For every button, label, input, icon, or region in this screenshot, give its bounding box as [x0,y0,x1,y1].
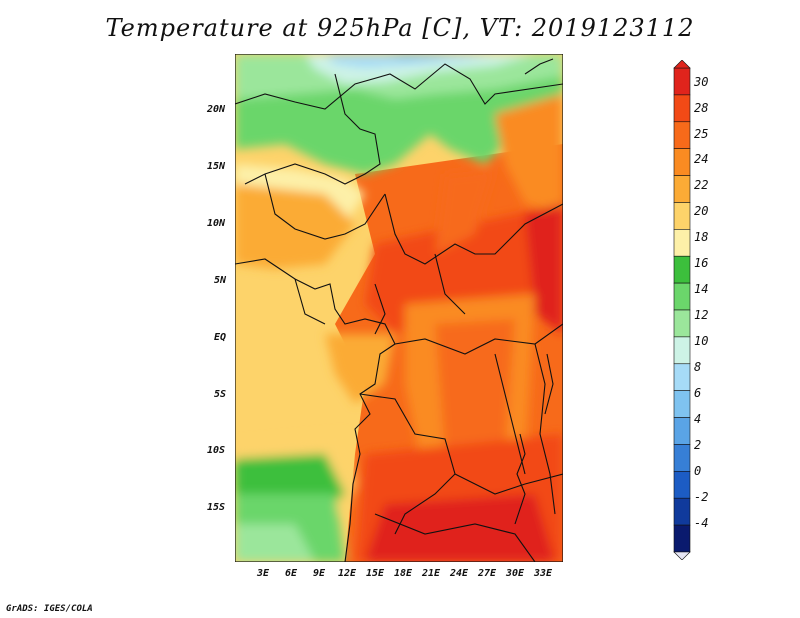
lat-label: 10N [207,218,226,229]
colorbar-label: 12 [694,308,709,322]
lat-label: 15N [207,161,226,172]
colorbar-label: -2 [694,490,709,504]
colorbar-label: -4 [694,516,709,530]
lon-label: 3E [257,568,270,579]
colorbar-swatch [673,121,691,149]
colorbar-swatch [673,255,691,284]
lon-label: 33E [534,568,553,579]
colorbar-label: 30 [694,75,709,89]
lat-label: 10S [207,445,226,456]
colorbar-label: 22 [694,178,709,192]
lat-label: EQ [214,332,227,343]
map-title: Temperature at 925hPa [C], VT: 201912311… [105,14,695,42]
colorbar-label: 10 [694,334,709,348]
lat-label: 5S [214,389,227,400]
lat-label: 15S [207,502,226,513]
colorbar-swatch [673,336,691,365]
colorbar-swatch [673,282,691,311]
colorbar-label: 4 [694,412,702,426]
colorbar-label: 24 [694,152,709,166]
colorbar-label: 6 [694,386,702,400]
colorbar-swatch [673,229,691,257]
colorbar-swatch [673,524,691,553]
lon-label: 6E [285,568,298,579]
lat-label: 20N [207,104,226,115]
colorbar-label: 20 [694,204,709,218]
temperature-map [235,54,563,562]
colorbar-swatch [673,390,691,418]
colorbar-min-arrow [673,551,691,560]
colorbar-swatch [673,417,691,445]
colorbar-swatch [673,363,691,391]
colorbar-swatch [673,444,691,472]
lon-label: 15E [366,568,385,579]
colorbar-label: 16 [694,256,709,270]
colorbar-swatch [673,309,691,338]
colorbar-swatch [673,175,691,203]
lon-label: 30E [506,568,525,579]
colorbar-max-arrow [673,60,691,69]
colorbar-label: 8 [694,360,702,374]
lat-label: 5N [214,275,227,286]
colorbar-label: 18 [694,230,709,244]
colorbar-label: 28 [694,101,709,115]
lon-label: 24E [450,568,469,579]
country-borders [235,58,563,562]
lon-label: 18E [394,568,413,579]
colorbar-label: 0 [694,464,702,478]
lon-label: 12E [338,568,357,579]
credit-text: GrADS: IGES/COLA [6,604,93,614]
colorbar [673,60,691,560]
colorbar-label: 14 [694,282,709,296]
colorbar-label: 2 [694,438,702,452]
lon-label: 9E [313,568,326,579]
colorbar-label: 25 [694,127,709,141]
colorbar-swatch [673,67,691,96]
lon-label: 27E [478,568,497,579]
lon-label: 21E [422,568,441,579]
colorbar-swatch [673,202,691,230]
colorbar-swatch [673,471,691,499]
colorbar-swatch [673,148,691,176]
colorbar-swatch [673,497,691,526]
temperature-field [235,54,563,562]
colorbar-swatch [673,94,691,123]
